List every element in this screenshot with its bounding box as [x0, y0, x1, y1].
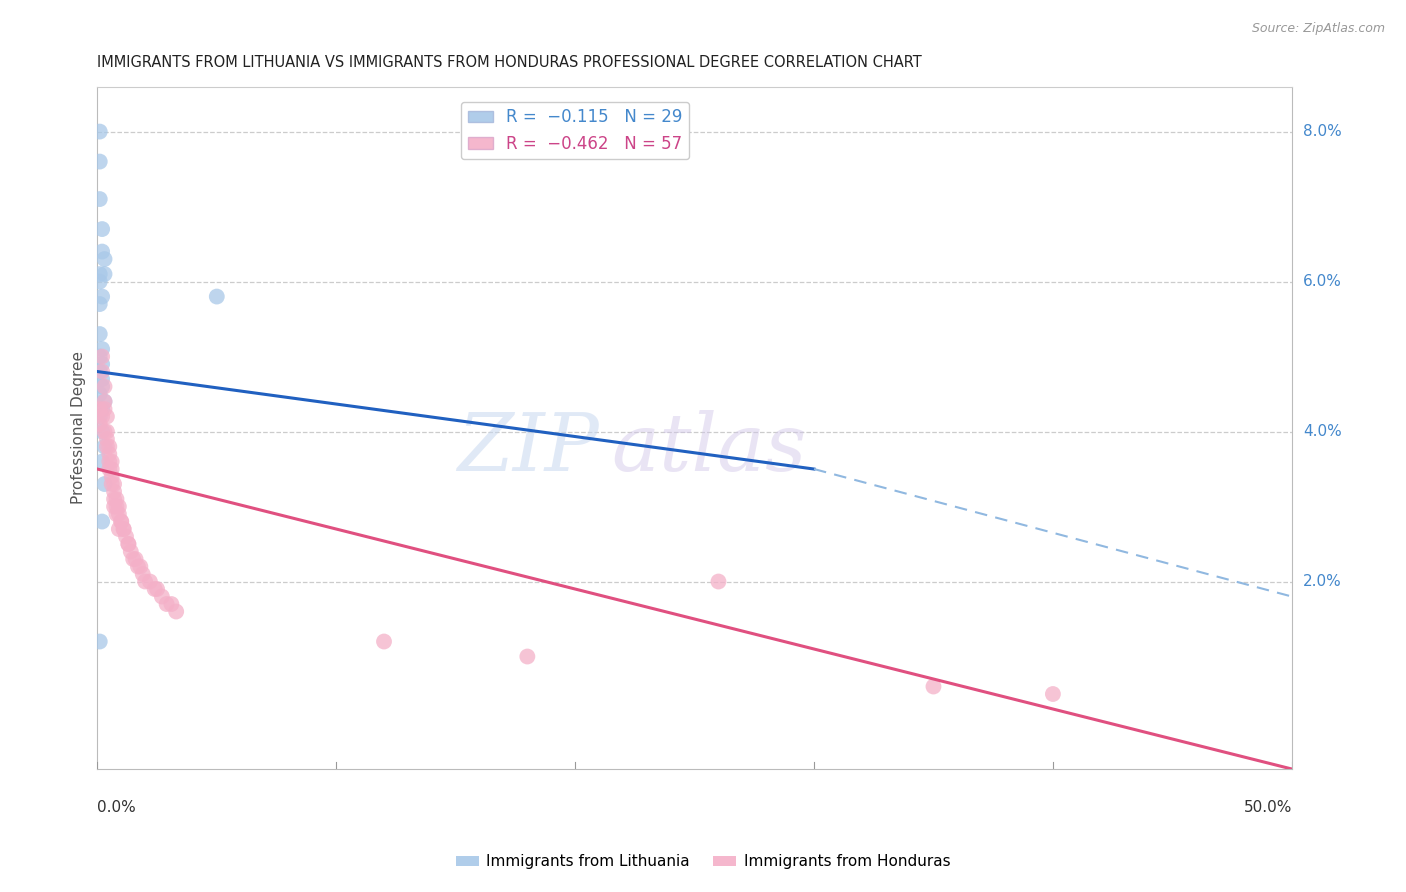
Point [105, 500, 128, 514]
Point [91, 454, 114, 468]
Text: ZIP: ZIP [457, 409, 599, 487]
Point [120, 544, 142, 558]
Point [91, 222, 114, 236]
Point [91, 515, 114, 529]
Point [205, 289, 228, 303]
Text: 6.0%: 6.0% [1303, 274, 1341, 289]
Point [91, 409, 114, 424]
Point [100, 454, 122, 468]
Point [160, 597, 183, 611]
Point [89, 387, 111, 401]
Point [98, 454, 121, 468]
Point [89, 327, 111, 342]
Point [105, 491, 128, 506]
Point [129, 559, 152, 574]
Text: atlas: atlas [612, 409, 806, 487]
Point [156, 597, 179, 611]
Point [134, 574, 156, 589]
Point [127, 559, 149, 574]
Point [91, 357, 114, 371]
Point [89, 267, 111, 281]
Point [105, 507, 128, 521]
Point [89, 297, 111, 311]
Point [143, 582, 166, 596]
Point [89, 275, 111, 289]
Point [100, 477, 122, 491]
Point [100, 469, 122, 483]
Point [91, 402, 114, 417]
Point [96, 440, 118, 454]
Point [91, 244, 114, 259]
Point [91, 350, 114, 364]
Text: 8.0%: 8.0% [1303, 124, 1341, 139]
Point [89, 634, 111, 648]
Point [103, 500, 125, 514]
Point [103, 484, 125, 499]
Point [98, 447, 121, 461]
Point [93, 440, 115, 454]
Point [922, 680, 945, 694]
Text: 4.0%: 4.0% [1303, 424, 1341, 439]
Point [150, 590, 173, 604]
Point [516, 649, 538, 664]
Point [115, 529, 138, 543]
Point [93, 252, 115, 266]
Point [108, 507, 131, 521]
Point [93, 379, 115, 393]
Point [91, 289, 114, 303]
Point [373, 634, 395, 648]
Point [103, 491, 125, 506]
Point [89, 192, 111, 206]
Point [108, 522, 131, 536]
Text: Source: ZipAtlas.com: Source: ZipAtlas.com [1251, 22, 1385, 36]
Point [108, 500, 131, 514]
Text: 50.0%: 50.0% [1243, 799, 1292, 814]
Point [96, 409, 118, 424]
Point [96, 425, 118, 439]
Point [124, 552, 146, 566]
Point [91, 379, 114, 393]
Point [91, 425, 114, 439]
Point [98, 440, 121, 454]
Point [110, 515, 132, 529]
Point [93, 402, 115, 417]
Point [89, 125, 111, 139]
Text: 2.0%: 2.0% [1303, 574, 1341, 589]
Point [1042, 687, 1064, 701]
Legend: R =  −0.115   N = 29, R =  −0.462   N = 57: R = −0.115 N = 29, R = −0.462 N = 57 [461, 102, 689, 160]
Point [89, 365, 111, 379]
Point [117, 537, 139, 551]
Point [103, 477, 125, 491]
Point [93, 394, 115, 409]
Point [89, 154, 111, 169]
Point [93, 425, 115, 439]
Point [89, 402, 111, 417]
Text: IMMIGRANTS FROM LITHUANIA VS IMMIGRANTS FROM HONDURAS PROFESSIONAL DEGREE CORREL: IMMIGRANTS FROM LITHUANIA VS IMMIGRANTS … [97, 55, 922, 70]
Point [91, 365, 114, 379]
Point [93, 477, 115, 491]
Text: 0.0%: 0.0% [97, 799, 136, 814]
Point [91, 372, 114, 386]
Point [100, 462, 122, 476]
Point [89, 350, 111, 364]
Point [96, 432, 118, 446]
Point [112, 522, 135, 536]
Point [98, 462, 121, 476]
Point [117, 537, 139, 551]
Y-axis label: Professional Degree: Professional Degree [72, 351, 86, 504]
Point [139, 574, 162, 589]
Point [112, 522, 135, 536]
Point [132, 567, 155, 582]
Legend: Immigrants from Lithuania, Immigrants from Honduras: Immigrants from Lithuania, Immigrants fr… [450, 848, 956, 875]
Point [93, 267, 115, 281]
Point [93, 394, 115, 409]
Point [89, 417, 111, 431]
Point [122, 552, 145, 566]
Point [707, 574, 730, 589]
Point [165, 605, 187, 619]
Point [89, 409, 111, 424]
Point [110, 515, 132, 529]
Point [91, 342, 114, 356]
Point [146, 582, 169, 596]
